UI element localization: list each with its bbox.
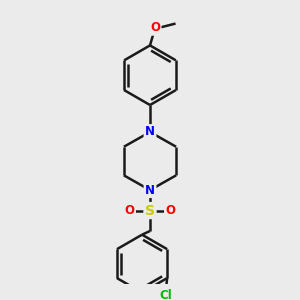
Text: O: O	[124, 204, 135, 217]
Text: O: O	[165, 204, 176, 217]
Text: S: S	[145, 204, 155, 218]
Text: Cl: Cl	[159, 289, 172, 300]
Text: O: O	[150, 21, 160, 34]
Text: N: N	[145, 184, 155, 196]
Text: N: N	[145, 125, 155, 139]
